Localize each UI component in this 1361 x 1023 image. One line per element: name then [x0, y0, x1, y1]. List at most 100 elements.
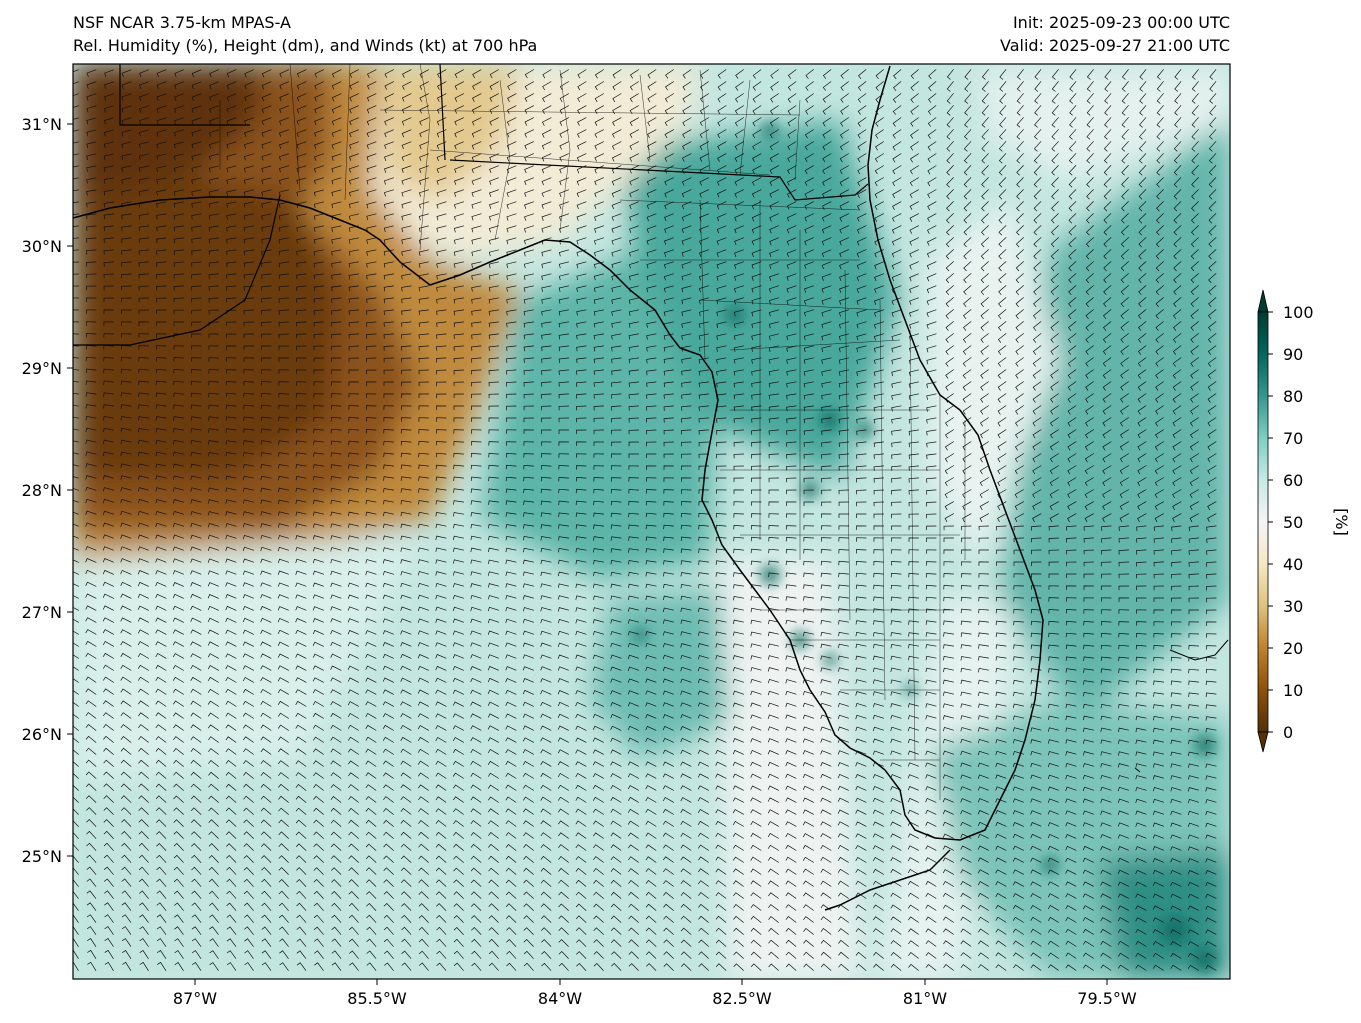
wind-barb — [349, 117, 359, 126]
wind-barb — [417, 654, 429, 659]
wind-barb — [522, 713, 534, 719]
wind-barb — [1173, 285, 1182, 296]
wind-barb — [313, 249, 324, 256]
wind-barb — [1172, 417, 1182, 427]
wind-barb — [734, 201, 744, 210]
wind-barb — [645, 631, 657, 636]
wind-barb — [1051, 105, 1059, 116]
wind-barb — [611, 369, 622, 376]
wind-barb — [734, 249, 744, 258]
wind-barb — [243, 724, 254, 731]
wind-barb — [926, 429, 937, 436]
wind-barb — [349, 69, 359, 78]
wind-barb — [85, 510, 97, 516]
wind-barb — [295, 689, 307, 695]
wind-barb — [995, 656, 1007, 661]
wind-barb — [838, 631, 849, 637]
wind-barb — [822, 105, 832, 115]
wind-barb — [803, 584, 814, 589]
wind-barb — [312, 582, 324, 587]
wind-barb — [278, 926, 289, 935]
wind-barb — [260, 475, 272, 481]
wind-barb — [1086, 93, 1094, 104]
wind-barb — [295, 700, 307, 707]
wind-barb — [191, 345, 202, 350]
wind-barb — [907, 833, 919, 839]
wind-barb — [207, 558, 219, 563]
wind-barb — [751, 453, 762, 459]
wind-barb — [365, 867, 377, 875]
wind-barb — [209, 914, 219, 923]
wind-barb — [1205, 881, 1217, 887]
wind-barb — [400, 417, 412, 422]
wind-barb — [365, 760, 377, 767]
wind-barb — [1015, 273, 1024, 284]
wind-barb — [226, 333, 237, 339]
wind-barb — [1153, 633, 1164, 638]
wind-barb — [226, 297, 237, 303]
wind-barb — [857, 177, 867, 187]
wind-barb — [488, 488, 499, 493]
wind-barb — [593, 595, 604, 600]
wind-barb — [558, 500, 569, 506]
wind-barb — [488, 453, 499, 458]
wind-barb — [540, 500, 552, 506]
wind-barb — [787, 153, 797, 163]
wind-barb — [190, 748, 202, 755]
wind-barb — [1085, 381, 1094, 391]
wind-barb — [330, 511, 342, 516]
wind-barb — [349, 141, 359, 150]
wind-barb — [122, 950, 132, 959]
wind-barb — [401, 309, 412, 316]
wind-barb — [401, 237, 412, 244]
wind-barb — [507, 69, 517, 79]
wind-barb — [1137, 453, 1147, 463]
wind-barb — [417, 725, 429, 731]
wind-barb — [225, 511, 237, 516]
wind-barb — [190, 582, 202, 587]
wind-barb — [348, 464, 359, 469]
wind-barb — [73, 547, 79, 551]
wind-barb — [1138, 285, 1147, 296]
wind-barb — [820, 691, 832, 696]
wind-barb — [1117, 786, 1130, 792]
wind-barb — [733, 927, 744, 935]
wind-barb — [558, 309, 569, 316]
wind-barb — [244, 129, 255, 137]
wind-barb — [383, 488, 394, 493]
wind-barb — [1101, 561, 1112, 567]
wind-barb — [86, 273, 97, 279]
wind-barb — [260, 606, 272, 611]
wind-barb — [1155, 381, 1164, 391]
wind-barb — [243, 902, 254, 911]
wind-barb — [506, 225, 517, 233]
wind-barb — [592, 702, 604, 707]
wind-barb — [908, 537, 919, 542]
wind-barb — [997, 381, 1007, 391]
wind-barb — [120, 416, 132, 421]
wind-barb — [767, 785, 779, 791]
wind-barb — [1137, 513, 1147, 523]
wind-barb — [1187, 917, 1199, 923]
wind-barb — [681, 249, 692, 257]
wind-barb — [454, 93, 464, 102]
wind-barb — [1066, 597, 1077, 602]
wind-barb — [260, 546, 272, 552]
wind-barb — [946, 153, 954, 164]
wind-barb — [260, 689, 272, 695]
wind-barb — [873, 441, 884, 448]
wind-barb — [890, 655, 902, 661]
wind-barb — [1103, 153, 1112, 164]
wind-barb — [1139, 105, 1147, 116]
wind-barb — [295, 712, 307, 719]
wind-barb — [981, 69, 989, 80]
wind-barb — [716, 189, 727, 198]
wind-barb — [103, 141, 114, 149]
wind-barb — [820, 643, 832, 649]
wind-barb — [190, 736, 202, 743]
wind-barb — [314, 962, 324, 971]
wind-barb — [1206, 561, 1217, 567]
wind-barb — [155, 581, 167, 587]
wind-barb — [1187, 905, 1199, 911]
wind-barb — [628, 500, 639, 506]
